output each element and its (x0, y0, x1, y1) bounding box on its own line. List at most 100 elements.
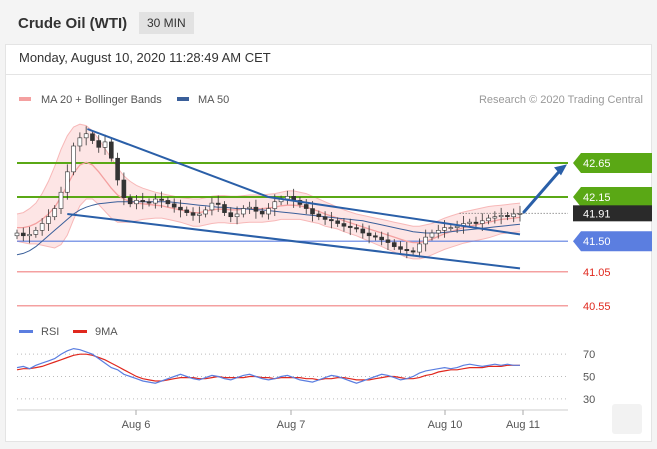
x-tick-label: Aug 7 (277, 419, 306, 431)
candle-body (33, 230, 39, 235)
price-tag-bg (573, 231, 652, 252)
candle-body (335, 220, 340, 224)
source-note: Research © 2020 Trading Central (479, 94, 643, 106)
rsi-line (16, 347, 520, 384)
x-axis: Aug 6 Aug 7 Aug 10 Aug 11 (17, 409, 568, 431)
candle-body (398, 246, 403, 250)
candle-body (146, 201, 152, 204)
candle-body (90, 133, 95, 141)
legend-swatch-ma20 (19, 97, 31, 101)
bollinger-bands (17, 124, 520, 259)
candle-body (373, 235, 378, 238)
price-tag-label: 42.65 (583, 158, 611, 170)
candle-body (266, 208, 271, 215)
legend-label-9ma: 9MA (95, 326, 118, 338)
candle-body (341, 223, 347, 227)
candle-body (366, 232, 372, 237)
candle-body (360, 228, 366, 234)
candle-body (391, 242, 397, 247)
candle-body (329, 219, 334, 222)
price-tag-42.15: 42.15 (573, 187, 652, 207)
candle-body (404, 249, 410, 252)
candle-body (429, 232, 435, 238)
candle-body (52, 208, 58, 218)
candle-body (171, 203, 177, 208)
candle-body (347, 225, 353, 228)
legend-swatch-rsi (19, 330, 33, 333)
rsi-9ma-line (16, 353, 520, 382)
candle-body (517, 213, 523, 215)
price-tag-bg (573, 187, 652, 207)
rsi-legend: RSI 9MA (19, 326, 118, 338)
forecast-arrow-shaft (522, 167, 563, 214)
candle-body (102, 141, 108, 148)
candle-body (234, 213, 240, 218)
price-tag-42.65: 42.65 (573, 153, 652, 173)
title-bar: Crude Oil (WTI) 30 MIN (0, 0, 657, 44)
rsi-tick-label: 50 (583, 372, 595, 384)
candle-body (39, 223, 45, 231)
candle-body (140, 200, 146, 203)
x-tick-label: Aug 10 (428, 419, 463, 431)
header-divider (5, 74, 652, 75)
legend-label-ma50: MA 50 (198, 94, 229, 106)
bollinger-lower-line (16, 198, 521, 260)
candle-body (473, 221, 479, 224)
price-label-40.55: 40.55 (583, 301, 611, 313)
expand-button[interactable] (612, 404, 642, 434)
candle-body (71, 145, 76, 173)
candle-body (203, 209, 208, 215)
candle-body (442, 227, 447, 231)
candle-body (454, 225, 460, 228)
candle-body (410, 250, 416, 253)
candle-body (83, 133, 89, 139)
candle-body (423, 236, 428, 245)
candle-body (354, 227, 359, 230)
candle-body (241, 208, 246, 215)
x-tick-label: Aug 11 (506, 419, 540, 431)
candle-body (20, 232, 26, 237)
candle-body (322, 216, 328, 220)
x-tick-label: Aug 6 (122, 419, 151, 431)
candle-body (222, 204, 227, 213)
legend-label-ma20: MA 20 + Bollinger Bands (41, 94, 162, 106)
price-tag-label: 41.91 (583, 208, 611, 220)
candle-body (253, 206, 259, 212)
timestamp: Monday, August 10, 2020 11:28:49 AM CET (19, 50, 271, 65)
candle-body (184, 209, 190, 213)
candle-body (228, 212, 234, 218)
price-tag-label: 41.50 (583, 236, 611, 248)
candle-body (96, 140, 102, 148)
candle-body (209, 202, 215, 211)
channel-lower-line (67, 213, 521, 270)
candle-body (505, 215, 510, 218)
candle-body (511, 213, 517, 218)
candle-body (303, 204, 309, 209)
rsi-tick-label: 30 (583, 394, 595, 406)
candle-body (215, 202, 221, 205)
candle-body (310, 208, 315, 215)
candle-body (58, 191, 64, 209)
price-tag-41.50: 41.50 (573, 231, 652, 252)
candle-body (417, 243, 422, 253)
candle-body (316, 213, 322, 218)
price-tag-bg (573, 205, 652, 222)
timeframe-badge[interactable]: 30 MIN (139, 12, 194, 34)
candle-body (46, 216, 51, 224)
main-legend: MA 20 + Bollinger Bands MA 50 Research ©… (19, 94, 643, 106)
channel-upper-line (87, 128, 521, 236)
forecast-arrow-head (554, 164, 567, 176)
candle-body (77, 137, 83, 147)
candle-body (486, 217, 491, 222)
candle-body (27, 234, 32, 237)
price-tag-41.91: 41.91 (573, 205, 652, 222)
candle-body (272, 201, 278, 209)
price-tag-bg (573, 153, 652, 173)
candle-body (109, 141, 114, 159)
rsi-tick-label: 70 (583, 349, 595, 361)
candle-body (467, 221, 473, 224)
candle-body (492, 216, 498, 219)
candle-body (190, 212, 196, 216)
chart-panel (5, 44, 652, 442)
